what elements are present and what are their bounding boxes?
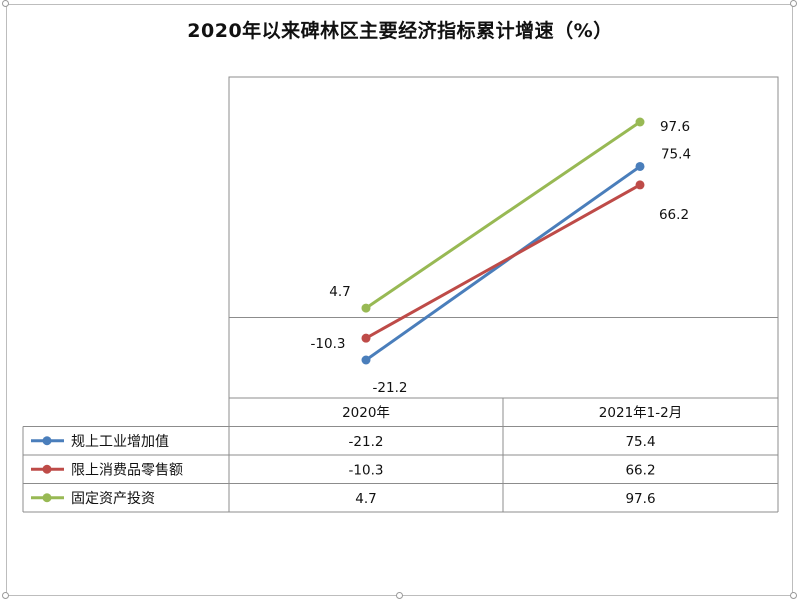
table-cell-0-0: -21.2 [349, 434, 384, 450]
data-label-2-0: 4.7 [329, 284, 350, 300]
table-cell-1-0: -10.3 [349, 462, 384, 478]
table-cell-2-1: 97.6 [625, 491, 655, 507]
data-point-1-1 [635, 180, 645, 190]
resize-handle-bottom-right[interactable] [790, 592, 797, 599]
table-cell-0-1: 75.4 [625, 434, 655, 450]
data-point-2-0 [361, 303, 371, 313]
legend-key-marker-0 [42, 436, 52, 446]
data-point-0-1 [635, 161, 645, 171]
resize-handle-bottom-mid[interactable] [396, 592, 403, 599]
table-cell-2-0: 4.7 [355, 491, 376, 507]
resize-handle-top-left[interactable] [2, 0, 9, 7]
data-label-1-0: -10.3 [311, 336, 346, 352]
data-label-1-1: 66.2 [659, 207, 689, 223]
data-label-0-0: -21.2 [373, 380, 408, 396]
legend-label-2: 固定资产投资 [71, 491, 155, 507]
data-label-2-1: 97.6 [660, 119, 690, 135]
legend-label-1: 限上消费品零售额 [71, 462, 183, 478]
data-point-2-1 [635, 117, 645, 127]
table-header-0: 2020年 [342, 405, 390, 421]
resize-handle-top-right[interactable] [790, 0, 797, 7]
chart-title: 2020年以来碑林区主要经济指标累计增速（%） [187, 20, 613, 42]
table-cell-1-1: 66.2 [625, 462, 655, 478]
series-line-2 [364, 120, 642, 310]
legend-label-0: 规上工业增加值 [71, 434, 169, 450]
legend-key-marker-2 [42, 493, 52, 503]
legend-key-marker-1 [42, 464, 52, 474]
data-point-1-0 [361, 333, 371, 343]
resize-handle-bottom-left[interactable] [2, 592, 9, 599]
series-line-1 [364, 183, 642, 340]
data-point-0-0 [361, 355, 371, 365]
table-header-1: 2021年1-2月 [599, 405, 682, 421]
data-label-0-1: 75.4 [661, 146, 691, 162]
